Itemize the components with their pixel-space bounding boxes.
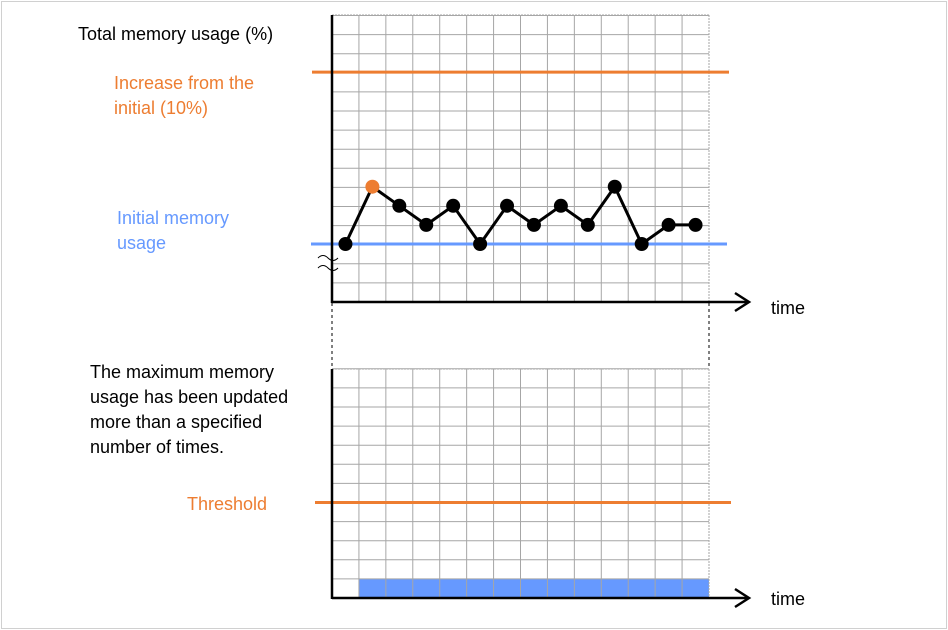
data-point bbox=[526, 217, 541, 232]
update-count-bar bbox=[358, 578, 709, 598]
data-point bbox=[419, 217, 434, 232]
data-point bbox=[607, 179, 622, 194]
upper-line-label: Increase from the initial (10%) bbox=[114, 73, 255, 118]
data-point bbox=[446, 198, 461, 213]
top-y-axis-label: Total memory usage (%) bbox=[78, 24, 274, 44]
baseline-label: Initial memory usage bbox=[117, 208, 230, 253]
bottom-y-axis-label: The maximum memory usage has been update… bbox=[90, 362, 289, 457]
bottom-x-axis-label: time bbox=[771, 589, 806, 609]
data-point bbox=[580, 217, 595, 232]
data-point bbox=[500, 198, 515, 213]
data-point bbox=[553, 198, 568, 213]
top-x-axis-arrow-icon bbox=[734, 291, 752, 313]
data-point bbox=[634, 237, 649, 251]
data-point bbox=[473, 237, 488, 251]
bottom-x-axis-arrow-icon bbox=[734, 587, 752, 609]
highlighted-data-point bbox=[365, 179, 380, 194]
data-point bbox=[392, 198, 407, 213]
threshold-label: Threshold bbox=[187, 494, 268, 514]
data-point bbox=[661, 217, 676, 232]
data-point bbox=[688, 217, 703, 232]
top-x-axis-label: time bbox=[771, 298, 806, 318]
axis-break-icon bbox=[317, 255, 339, 271]
data-point bbox=[338, 237, 353, 251]
